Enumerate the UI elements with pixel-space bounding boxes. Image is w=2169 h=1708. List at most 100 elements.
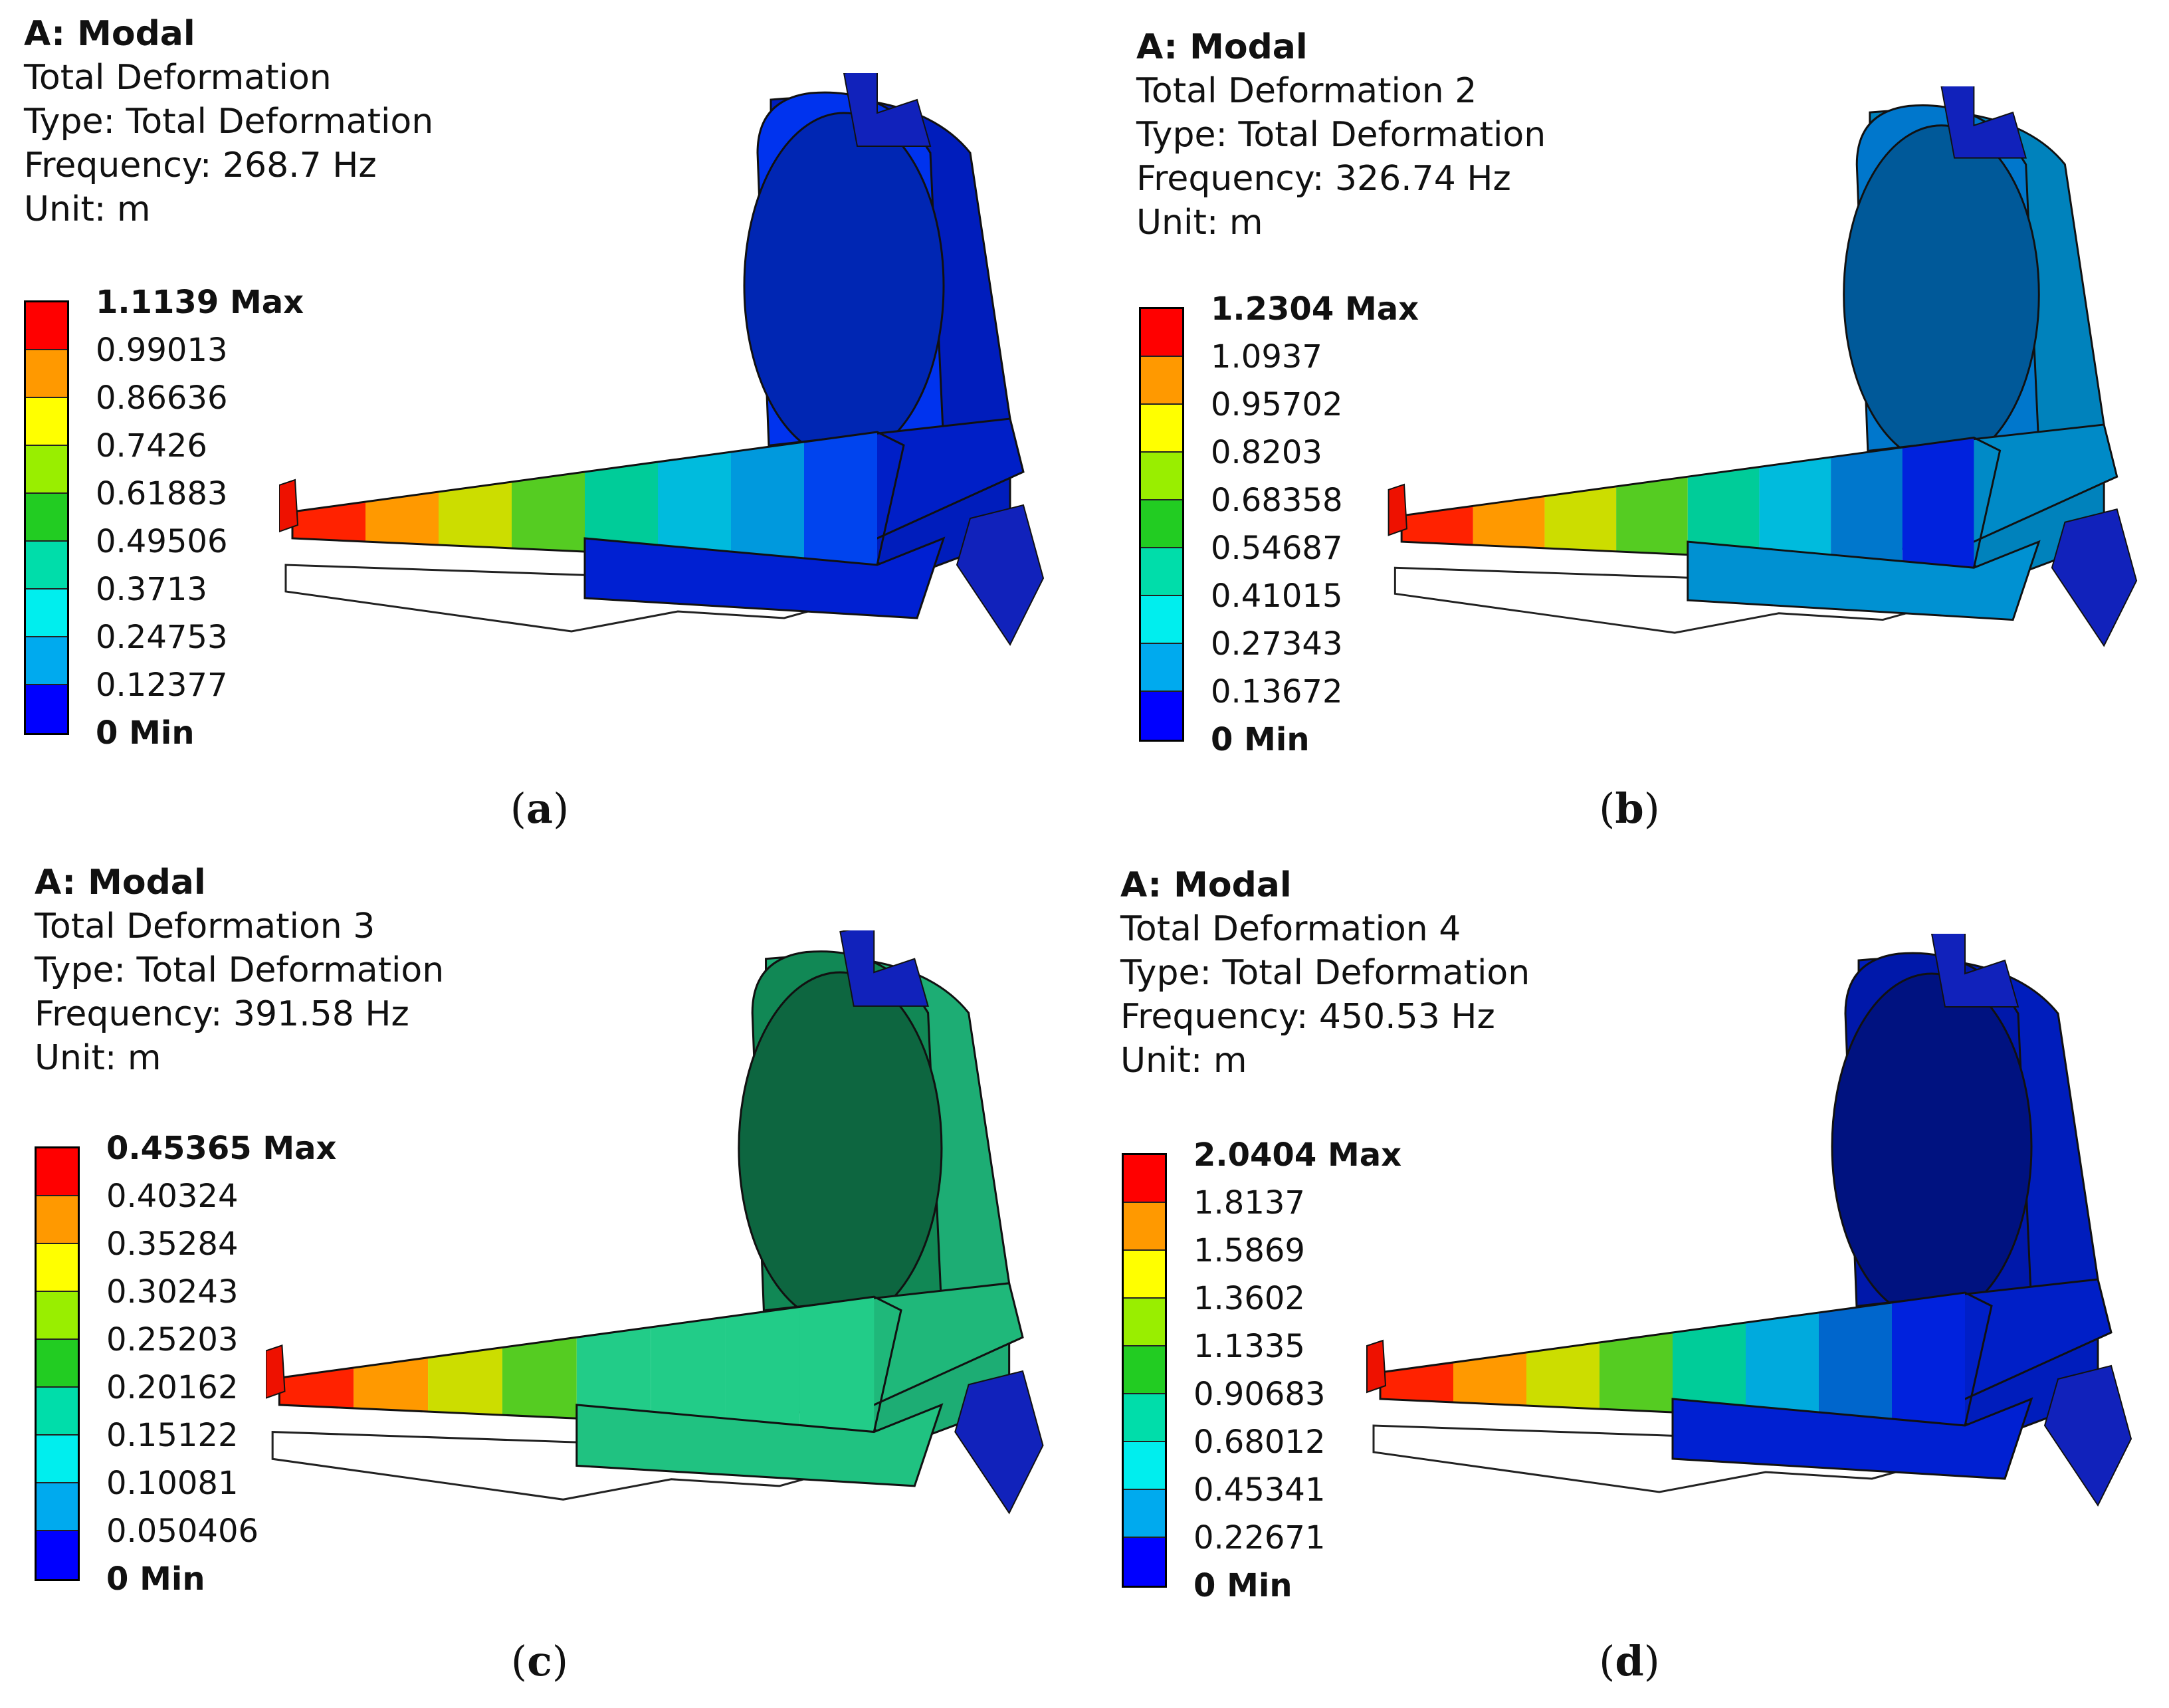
arm-segment <box>1892 1293 1965 1426</box>
legend-tick-label: 0.8203 <box>1211 434 1322 471</box>
figure-caption: (c) <box>510 1637 569 1685</box>
result-name: Total Deformation 4 <box>1120 909 1461 949</box>
result-name: Total Deformation 3 <box>35 907 375 946</box>
panel-b: A: Modal Total Deformation 2 Type: Total… <box>1084 0 2169 854</box>
arm-segment <box>1902 437 1974 568</box>
legend-tick-label: 0.13672 <box>1211 673 1343 710</box>
top-clamp <box>839 930 929 1007</box>
arm-segment <box>576 1327 651 1422</box>
legend-tick-label: 0.49506 <box>96 523 228 560</box>
legend-swatch <box>1141 596 1182 644</box>
arm-belly <box>583 536 946 619</box>
analysis-title: A: Modal <box>35 863 206 903</box>
panel-d: A: Modal Total Deformation 4 Type: Total… <box>1084 854 2169 1708</box>
legend-tick-label: 0.25203 <box>106 1321 239 1358</box>
tip-bracket <box>1388 483 1407 536</box>
analysis-title: A: Modal <box>1120 865 1292 905</box>
top-clamp <box>843 73 932 147</box>
arm-segment <box>804 432 877 565</box>
legend-tick-label: 0.54687 <box>1211 530 1343 567</box>
panel-a: A: Modal Total Deformation Type: Total D… <box>0 0 1084 854</box>
result-type: Type: Total Deformation <box>35 950 445 990</box>
arm-segment <box>1746 1313 1819 1419</box>
legend-swatch <box>26 446 67 494</box>
legend-tick-label: 0.24753 <box>96 619 228 656</box>
arm-segment <box>439 482 512 548</box>
legend-tick-label: 0.10081 <box>106 1465 239 1502</box>
result-type: Type: Total Deformation <box>1120 953 1530 993</box>
tip-bracket <box>279 479 299 533</box>
legend-color-bar <box>1122 1153 1167 1588</box>
bottom-clamp <box>956 504 1045 646</box>
legend-max-label: 0.45365 Max <box>106 1130 337 1167</box>
arm-segment <box>365 492 439 545</box>
arm-segment <box>1453 1352 1526 1406</box>
legend-swatch <box>1124 1251 1165 1299</box>
legend-tick-label: 0.20162 <box>106 1369 239 1406</box>
legend-swatch <box>1141 453 1182 500</box>
legend-swatch <box>1124 1442 1165 1490</box>
caption-letter: c <box>527 1637 552 1685</box>
arm-outline <box>1379 1291 1993 1427</box>
legend-swatch <box>37 1436 78 1483</box>
arm-segment <box>1819 1303 1892 1422</box>
legend-tick-label: 0.41015 <box>1211 578 1343 615</box>
legend-tick-label: 0.99013 <box>96 332 228 369</box>
arm-segment <box>799 1297 875 1432</box>
legend-swatch <box>1141 692 1182 740</box>
arm-segment <box>1544 486 1617 552</box>
result-unit: Unit: m <box>1120 1041 1247 1081</box>
legend-tick-label: 0.12377 <box>96 667 228 704</box>
legend-swatch <box>26 350 67 398</box>
legend-max-label: 2.0404 Max <box>1193 1136 1402 1174</box>
legend-tick-label: 1.8137 <box>1193 1184 1305 1222</box>
legend-tick-label: 0.3713 <box>96 571 207 608</box>
arm-segment <box>1600 1333 1673 1412</box>
analysis-title: A: Modal <box>24 14 195 54</box>
result-info: A: Modal Total Deformation 2 Type: Total… <box>1136 25 1546 245</box>
legend-min-label: 0 Min <box>1211 721 1310 758</box>
arm-segment <box>512 472 585 552</box>
legend-color-bar <box>1139 307 1184 742</box>
legend-tick-label: 0.22671 <box>1193 1519 1326 1556</box>
result-info: A: Modal Total Deformation Type: Total D… <box>24 12 433 231</box>
legend-swatch <box>26 398 67 446</box>
arm-segment <box>354 1357 429 1412</box>
legend-tick-label: 0.61883 <box>96 475 228 512</box>
legend-tick-label: 0.86636 <box>96 379 228 417</box>
legend-tick-label: 0.050406 <box>106 1513 259 1550</box>
arm-outline <box>291 431 905 566</box>
legend-tick-label: 1.3602 <box>1193 1280 1305 1317</box>
result-unit: Unit: m <box>1136 203 1263 243</box>
deformation-model <box>279 73 1045 646</box>
bottom-clamp <box>2051 508 2138 647</box>
arm-segment <box>502 1337 577 1419</box>
arm-outline <box>278 1295 902 1434</box>
arm-segment <box>428 1347 502 1416</box>
tip-bracket <box>266 1344 286 1399</box>
result-type: Type: Total Deformation <box>1136 115 1546 155</box>
legend-min-label: 0 Min <box>106 1560 205 1598</box>
caption-letter: a <box>526 784 554 833</box>
legend-color-bar <box>24 300 69 735</box>
arm-segment <box>731 442 804 562</box>
arm-segment <box>1380 1362 1453 1402</box>
arm-segment <box>279 1367 354 1408</box>
legend-swatch <box>37 1340 78 1388</box>
legend-swatch <box>1124 1299 1165 1346</box>
arm-segment <box>292 502 365 542</box>
disc-face <box>738 971 943 1325</box>
legend-swatch <box>1124 1394 1165 1442</box>
legend-swatch <box>26 302 67 350</box>
legend-swatch <box>1141 548 1182 596</box>
result-frequency: Frequency: 391.58 Hz <box>35 994 409 1034</box>
legend-tick-label: 0.15122 <box>106 1417 239 1454</box>
legend-tick-label: 0.27343 <box>1211 625 1343 663</box>
result-type: Type: Total Deformation <box>24 102 434 142</box>
result-name: Total Deformation 2 <box>1136 71 1477 111</box>
legend-tick-label: 0.68012 <box>1193 1424 1326 1461</box>
legend-swatch <box>37 1483 78 1531</box>
legend-min-label: 0 Min <box>96 714 195 752</box>
legend-max-label: 1.2304 Max <box>1211 290 1419 328</box>
legend-min-label: 0 Min <box>1193 1567 1292 1604</box>
